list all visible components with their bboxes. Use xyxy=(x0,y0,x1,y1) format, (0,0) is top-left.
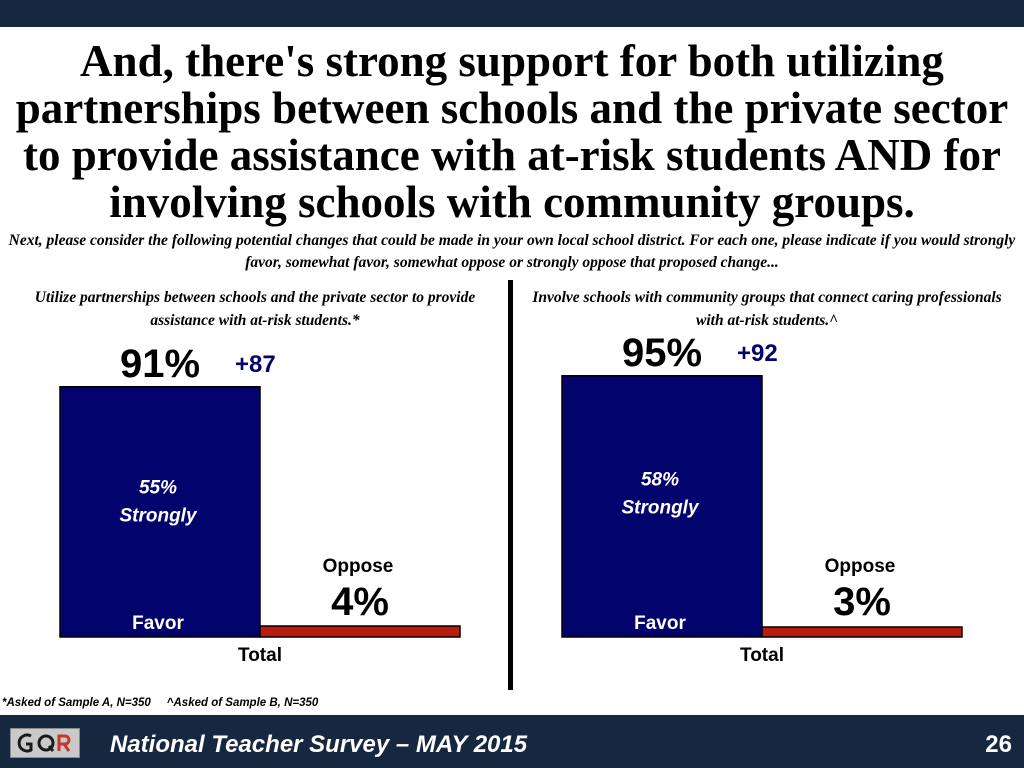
favor-bar xyxy=(59,386,261,638)
chart-2-title: Involve schools with community groups th… xyxy=(532,289,1002,329)
oppose-category-label: Oppose xyxy=(825,556,896,577)
oppose-category-label: Oppose xyxy=(323,556,394,577)
oppose-bar xyxy=(761,626,963,638)
x-axis-label: Total xyxy=(238,645,282,666)
strongly-text-label: Strongly xyxy=(119,505,197,526)
chart-1-title: Utilize partnerships between schools and… xyxy=(34,289,476,329)
page-number: 26 xyxy=(985,731,1012,758)
favor-bar xyxy=(561,375,763,638)
chart-2: 95% +92 58% Strongly Favor Oppose 3% Total xyxy=(561,331,963,666)
footer-title: National Teacher Survey – MAY 2015 xyxy=(110,731,528,758)
gqr-logo xyxy=(10,728,80,758)
favor-category-label: Favor xyxy=(634,613,686,634)
chart-divider xyxy=(508,280,513,690)
oppose-value-label: 3% xyxy=(833,580,891,624)
strongly-text-label: Strongly xyxy=(621,497,699,518)
favor-category-label: Favor xyxy=(132,613,184,634)
oppose-bar xyxy=(259,625,461,638)
top-bar xyxy=(0,0,1024,27)
x-axis-label: Total xyxy=(740,645,784,666)
footnote: *Asked of Sample A, N=350 ^Asked of Samp… xyxy=(2,697,319,709)
question-text: Next, please consider the following pote… xyxy=(8,232,1016,271)
net-label: +87 xyxy=(235,351,276,378)
oppose-value-label: 4% xyxy=(331,580,389,624)
strongly-value-label: 55% xyxy=(139,477,177,498)
chart-1: 91% +87 55% Strongly Favor Oppose 4% Total xyxy=(59,342,461,666)
favor-value-label: 95% xyxy=(622,331,702,375)
footer-bar: National Teacher Survey – MAY 2015 26 xyxy=(0,715,1024,768)
net-label: +92 xyxy=(737,340,778,367)
gqr-logo-graphic xyxy=(17,733,71,753)
favor-value-label: 91% xyxy=(120,342,200,386)
slide-title: And, there's strong support for both uti… xyxy=(15,36,1009,227)
strongly-value-label: 58% xyxy=(641,469,679,490)
